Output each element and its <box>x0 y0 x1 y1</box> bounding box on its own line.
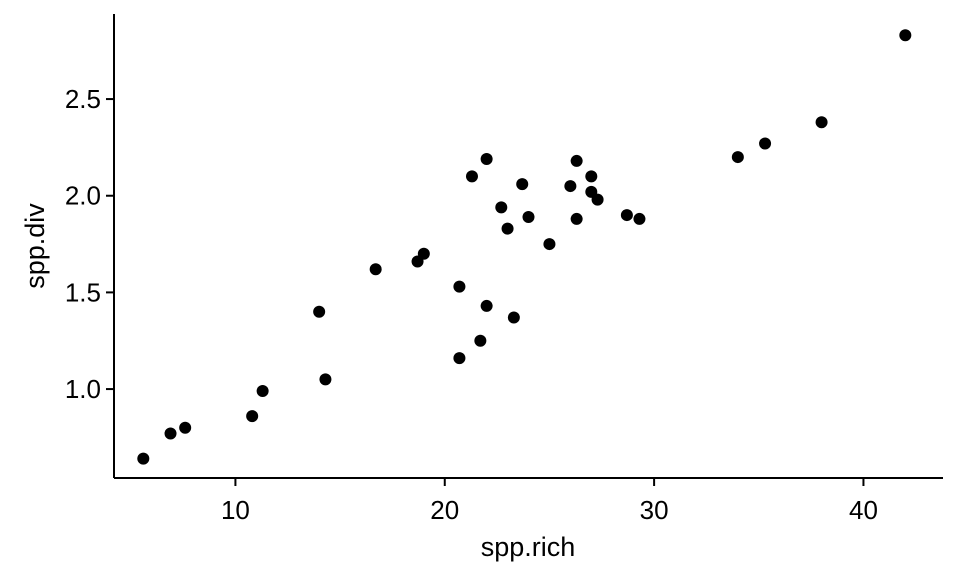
y-axis-ticks: 1.0 1.5 2.0 2.5 <box>65 84 114 404</box>
data-point <box>480 153 493 165</box>
data-point <box>313 305 326 318</box>
x-tick-label: 20 <box>430 495 459 525</box>
data-point <box>815 116 828 129</box>
x-tick-label: 10 <box>221 495 250 525</box>
x-axis-title: spp.rich <box>481 532 576 562</box>
data-point <box>564 180 577 193</box>
data-point <box>453 352 466 365</box>
data-point <box>516 178 529 191</box>
data-point <box>585 170 598 183</box>
data-point <box>417 247 430 260</box>
x-tick-label: 30 <box>640 495 669 525</box>
y-tick-label: 2.5 <box>65 84 101 114</box>
data-point <box>495 201 508 214</box>
data-point <box>899 29 912 42</box>
data-point <box>522 211 535 223</box>
data-point <box>570 212 583 225</box>
data-point <box>731 151 744 164</box>
data-point <box>465 170 478 183</box>
data-point <box>480 299 493 312</box>
data-point <box>179 421 192 434</box>
data-point <box>319 373 332 386</box>
data-point <box>507 311 520 324</box>
y-tick-label: 1.5 <box>65 277 101 307</box>
y-axis-title: spp.div <box>20 203 50 289</box>
points-layer <box>137 29 912 465</box>
data-point <box>246 410 259 423</box>
data-point <box>570 154 583 167</box>
data-point <box>164 427 177 440</box>
data-point <box>137 452 150 465</box>
x-tick-label: 40 <box>849 495 878 525</box>
data-point <box>759 137 772 150</box>
data-point <box>501 222 514 235</box>
y-tick-label: 1.0 <box>65 374 101 404</box>
data-point <box>369 263 382 276</box>
data-point <box>543 238 556 251</box>
data-point <box>453 280 466 293</box>
y-tick-label: 2.0 <box>65 181 101 211</box>
data-point <box>256 385 269 397</box>
data-point <box>591 193 604 206</box>
x-axis-ticks: 10 20 30 40 <box>221 478 878 525</box>
data-point <box>474 334 487 347</box>
data-point <box>620 209 633 222</box>
data-point <box>633 212 646 225</box>
